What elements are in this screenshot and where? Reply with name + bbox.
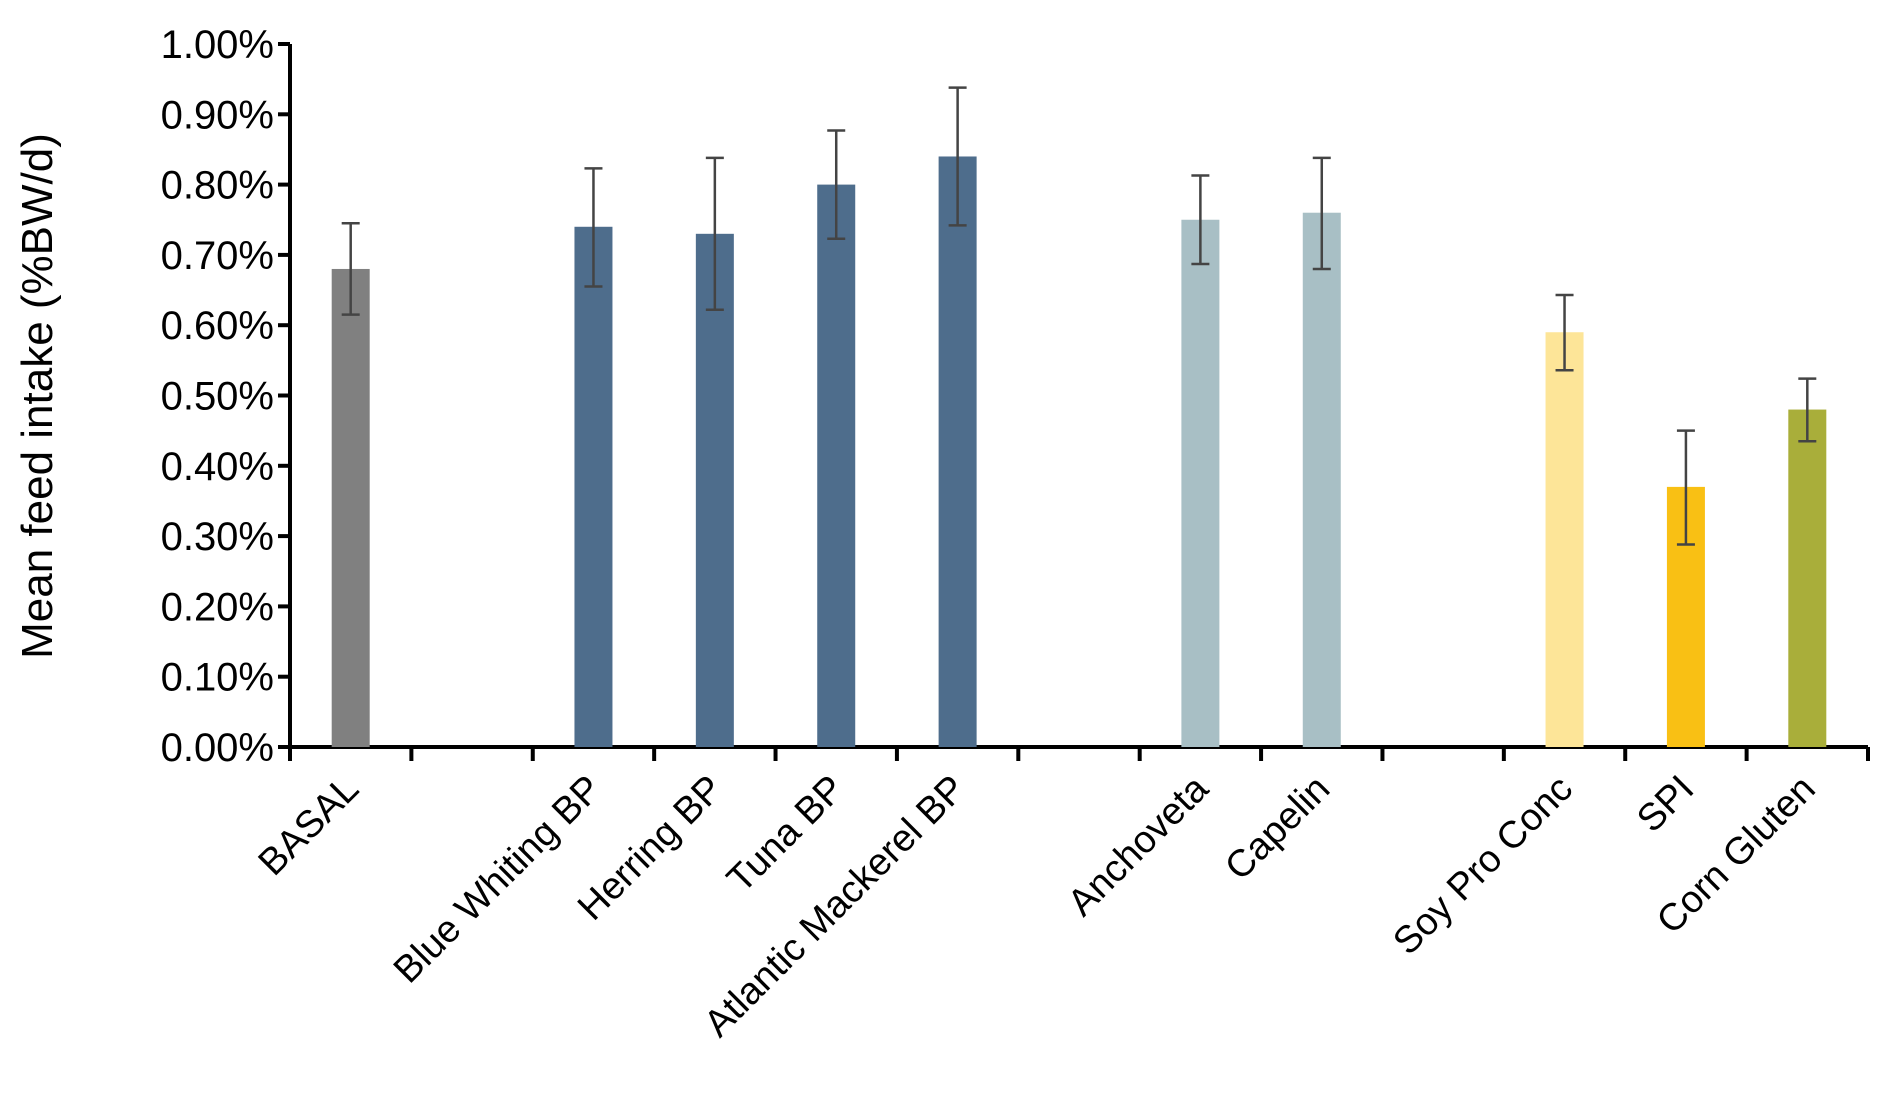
bar (1788, 409, 1827, 747)
y-tick-label: 0.60% (161, 304, 274, 348)
bars (331, 156, 1827, 748)
y-tick-label: 0.90% (161, 93, 274, 137)
category-label: Capelin (1217, 768, 1338, 889)
error-bar (1191, 174, 1210, 266)
y-axis-title: Mean feed intake (%BW/d) (13, 133, 62, 659)
bar (817, 184, 856, 748)
y-tick-label: 0.20% (161, 585, 274, 629)
error-bar (705, 156, 724, 311)
category-label: SPI (1629, 768, 1702, 841)
y-tick-label: 0.00% (161, 726, 274, 770)
y-tick-label: 0.70% (161, 234, 274, 278)
bar (331, 268, 370, 747)
bar (1302, 212, 1341, 748)
bar (938, 156, 977, 748)
y-tick-label: 0.40% (161, 445, 274, 489)
category-label: Blue Whiting BP (386, 768, 610, 992)
error-bar (1798, 377, 1817, 443)
bar (1545, 332, 1584, 747)
category-label: Soy Pro Conc (1385, 768, 1580, 963)
error-bar (584, 167, 603, 288)
error-bar (948, 86, 967, 227)
error-bar (341, 222, 360, 316)
bar (574, 226, 613, 747)
error-bar (1312, 156, 1331, 271)
error-bar (1676, 429, 1695, 546)
error-bar (1555, 293, 1574, 372)
category-label: Anchoveta (1060, 767, 1217, 924)
category-label: BASAL (251, 768, 367, 884)
error-bar (827, 129, 846, 240)
y-tick-label: 0.50% (161, 375, 274, 419)
error-bars (341, 86, 1817, 546)
bar (1181, 219, 1220, 747)
x-axis (288, 745, 1870, 761)
y-tick-label: 1.00% (161, 23, 274, 67)
y-tick-label: 0.80% (161, 164, 274, 208)
y-tick-label: 0.10% (161, 656, 274, 700)
bar (695, 233, 734, 747)
y-tick-label: 0.30% (161, 515, 274, 559)
y-axis: 0.00% 0.10% 0.20% 0.30% 0.40% 0.50% 0.60% 0.70%… (161, 23, 292, 770)
